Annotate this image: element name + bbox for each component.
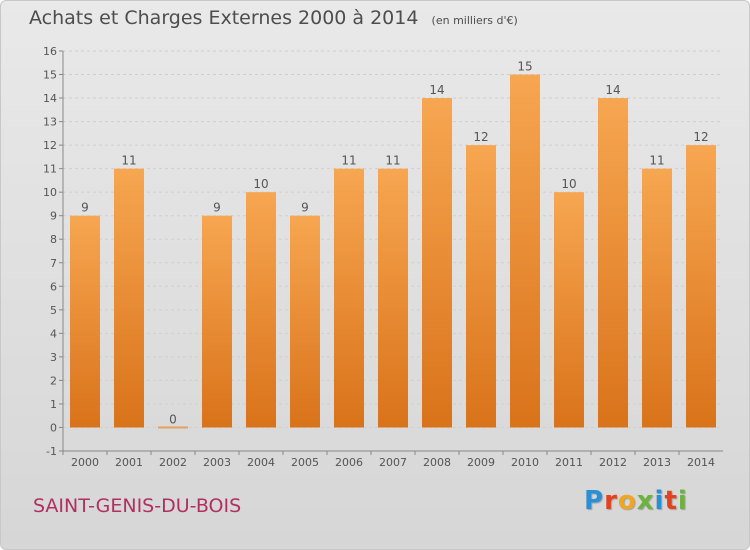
bar — [202, 215, 232, 428]
data-label: 11 — [385, 154, 400, 168]
y-tick-label: 11 — [43, 163, 57, 176]
bar — [114, 168, 144, 428]
brand-logo-letter: r — [604, 486, 618, 516]
data-label: 14 — [429, 83, 444, 97]
data-label: 12 — [473, 130, 488, 144]
y-tick-label: 9 — [50, 210, 57, 223]
data-label: 9 — [301, 201, 309, 215]
x-tick-label: 2003 — [203, 456, 231, 469]
y-tick-label: 16 — [43, 45, 57, 58]
x-tick-label: 2011 — [555, 456, 583, 469]
x-tick-label: 2008 — [423, 456, 451, 469]
y-tick-label: 13 — [43, 116, 57, 129]
data-label: 12 — [693, 130, 708, 144]
y-tick-label: 14 — [43, 92, 57, 105]
y-tick-label: 1 — [50, 398, 57, 411]
bar — [686, 145, 716, 428]
data-label: 14 — [605, 83, 620, 97]
brand-logo-letter: i — [654, 486, 665, 516]
axes — [59, 50, 723, 455]
data-label: 11 — [649, 154, 664, 168]
y-tick-label: 3 — [50, 351, 57, 364]
brand-logo[interactable]: Proxiti — [584, 486, 688, 516]
y-tick-label: 2 — [50, 374, 57, 387]
x-tick-labels: 2000 2001 2002 2003 2004 2005 2006 2007 2008 2009… — [71, 456, 715, 469]
bar — [642, 168, 672, 428]
x-tick-label: 2007 — [379, 456, 407, 469]
commune-name: SAINT-GENIS-DU-BOIS — [33, 495, 242, 517]
x-tick-label: 2001 — [115, 456, 143, 469]
title-row: Achats et Charges Externes 2000 à 2014 (… — [29, 7, 518, 29]
x-tick-label: 2010 — [511, 456, 539, 469]
bar — [158, 426, 188, 429]
brand-logo-letter: o — [617, 486, 637, 516]
x-tick-label: 2013 — [643, 456, 671, 469]
x-tick-label: 2012 — [599, 456, 627, 469]
bar — [70, 215, 100, 428]
chart-title: Achats et Charges Externes 2000 à 2014 — [29, 7, 419, 29]
bar — [334, 168, 364, 428]
brand-logo-letter: x — [636, 486, 655, 516]
bar — [554, 192, 584, 428]
bar — [246, 192, 276, 428]
y-tick-label: 6 — [50, 280, 57, 293]
x-tick-label: 2000 — [71, 456, 99, 469]
x-tick-label: 2005 — [291, 456, 319, 469]
data-label: 11 — [341, 154, 356, 168]
bar — [466, 145, 496, 428]
brand-logo-letter: i — [677, 486, 688, 516]
y-tick-label: 15 — [43, 69, 57, 82]
bar — [510, 74, 540, 428]
x-tick-label: 2004 — [247, 456, 275, 469]
y-tick-label: 8 — [50, 233, 57, 246]
data-label: 10 — [253, 177, 268, 191]
y-tick-label: 7 — [50, 257, 57, 270]
data-label: 10 — [561, 177, 576, 191]
brand-logo-letter: P — [584, 486, 605, 516]
bar — [422, 98, 452, 428]
data-label: 9 — [213, 201, 221, 215]
x-tick-label: 2009 — [467, 456, 495, 469]
data-label: 9 — [81, 201, 89, 215]
bars — [70, 74, 716, 429]
bar — [290, 215, 320, 428]
chart-subtitle: (en milliers d'€) — [431, 14, 518, 27]
data-label: 11 — [121, 154, 136, 168]
data-labels: 9 11 0 9 10 9 11 11 14 12 15 10 14 11 12 — [81, 60, 708, 427]
y-tick-label: -1 — [46, 445, 57, 458]
bar — [378, 168, 408, 428]
y-tick-label: 4 — [50, 327, 57, 340]
bar — [598, 98, 628, 428]
x-tick-label: 2006 — [335, 456, 363, 469]
x-tick-label: 2002 — [159, 456, 187, 469]
x-tick-label: 2014 — [687, 456, 715, 469]
y-tick-label: 12 — [43, 139, 57, 152]
y-tick-label: 10 — [43, 186, 57, 199]
data-label: 0 — [169, 412, 177, 426]
brand-logo-letter: t — [664, 486, 678, 516]
y-tick-label: 5 — [50, 304, 57, 317]
data-label: 15 — [517, 60, 532, 74]
y-tick-label: 0 — [50, 421, 57, 434]
